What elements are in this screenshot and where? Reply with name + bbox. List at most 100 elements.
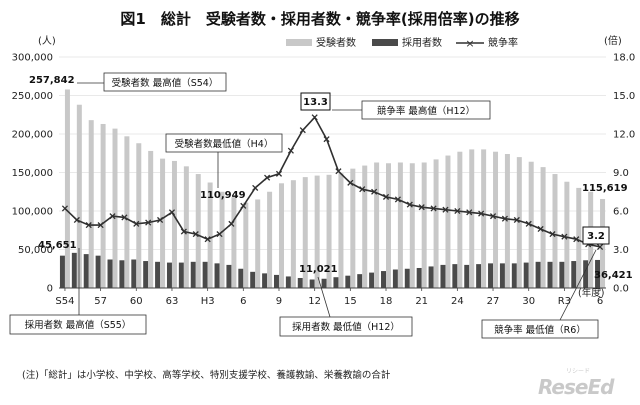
ratio-point [287, 147, 294, 154]
hired-max-label: 採用者数 最高値（S55） [25, 319, 132, 331]
hired-bar [297, 277, 303, 288]
applicants-bar [148, 150, 154, 288]
hired-bar [440, 264, 446, 288]
ratio-point [430, 205, 437, 212]
ratio-point [418, 204, 425, 211]
applicants-bar [350, 168, 356, 288]
applicants-bar [64, 89, 70, 288]
x-tick-label: 27 [487, 296, 500, 307]
hired-bar [238, 268, 244, 288]
ratio-point [85, 222, 92, 229]
hired-bar [369, 272, 375, 288]
applicants-bar [171, 160, 177, 288]
last-applicants-value: 115,619 [582, 183, 628, 194]
ratio-point [442, 206, 449, 213]
x-tick-label: 21 [415, 296, 428, 307]
applicants-bar [481, 149, 487, 288]
hired-bar [464, 264, 470, 288]
x-tick-label: 6 [240, 296, 246, 307]
hired-bar [107, 259, 113, 288]
x-tick-label: 60 [130, 296, 143, 307]
bars-layer [59, 89, 606, 289]
hired-bar [83, 254, 89, 288]
x-tick-label: 63 [166, 296, 179, 307]
applicants-bar [255, 199, 261, 288]
applicants-bar [469, 149, 475, 288]
applicants-bar [124, 136, 130, 288]
hired-bar [71, 252, 77, 288]
left-tick-label: 50,000 [18, 245, 53, 256]
ratio-point [180, 228, 187, 235]
applicants-bar [540, 167, 546, 288]
ratio-point [240, 202, 247, 209]
applicants-bar [76, 104, 82, 289]
ratio-point [228, 220, 235, 227]
ratio-point [121, 214, 128, 221]
ratio-point [394, 196, 401, 203]
left-tick-label: 200,000 [12, 130, 53, 141]
x-tick-label: 18 [380, 296, 393, 307]
applicants-min-value: 110,949 [200, 190, 246, 201]
hired-bar [155, 261, 161, 288]
applicants-min-label: 受験者数最低値（H4） [175, 138, 274, 150]
applicants-bar [314, 175, 320, 288]
right-tick-label: 6.0 [613, 207, 629, 218]
ratio-point [406, 201, 413, 208]
hired-min-label: 採用者数 最低値（H12） [292, 321, 400, 333]
hired-bar [511, 263, 517, 288]
hired-bar [333, 277, 339, 288]
hired-bar [262, 273, 268, 288]
applicants-bar [433, 159, 439, 288]
ratio-point [275, 170, 283, 177]
ratio-max-value-box [300, 92, 331, 111]
ratio-point [489, 213, 497, 220]
x-tick-label: 12 [308, 296, 321, 307]
hired-bar [452, 264, 458, 288]
ratio-min-leader [559, 249, 597, 321]
legend-label-hired: 採用者数 [402, 36, 442, 49]
hired-bar [571, 261, 577, 288]
left-tick-label: 150,000 [12, 168, 53, 179]
left-tick-label: 300,000 [12, 53, 53, 64]
footnote: (注)「総計」は小学校、中学校、高等学校、特別支援学校、養護教諭、栄養教諭の合計 [22, 370, 391, 381]
applicants-bar [243, 202, 249, 288]
legend-marker-ratio: × [465, 37, 474, 50]
legend: 受験者数 採用者数 × 競争率 [286, 36, 518, 50]
right-tick-label: 9.0 [613, 168, 629, 179]
ratio-point [561, 233, 568, 240]
hired-min-box [279, 316, 413, 337]
right-tick-label: 0.0 [613, 284, 629, 295]
applicants-bar [195, 174, 201, 288]
annotations: 257,842 受験者数 最高値（S54） 45,651 採用者数 最高値（S5… [9, 72, 633, 339]
ratio-point [168, 209, 176, 216]
chart-title: 図1 総計 受験者数・採用者数・競争率(採用倍率)の推移 [120, 10, 519, 28]
hired-bar [523, 262, 529, 288]
applicants-bar [457, 151, 463, 288]
hired-bar [250, 271, 256, 288]
ratio-min-value-box [582, 226, 610, 245]
hired-bar [214, 263, 220, 288]
ratio-point [335, 168, 342, 175]
applicants-bar [409, 163, 415, 288]
applicants-bar [326, 174, 332, 288]
hired-bar [499, 263, 505, 288]
x-axis-unit: (年度) [578, 287, 604, 299]
hired-bar [321, 278, 327, 288]
ratio-point [466, 209, 473, 216]
applicants-bar [374, 162, 380, 288]
hired-bar [59, 255, 65, 288]
last-hired-value: 36,421 [594, 270, 633, 281]
hired-bar [285, 276, 291, 288]
applicants-bar [100, 123, 106, 289]
applicants-bar [112, 128, 118, 288]
ratio-point [145, 219, 152, 226]
hired-bar [178, 262, 184, 288]
ratio-max-value: 13.3 [303, 97, 328, 108]
applicants-min-box [165, 133, 283, 153]
hired-bar [595, 259, 601, 288]
applicants-bar [576, 187, 582, 288]
hired-bar [95, 255, 101, 288]
hired-bar [166, 262, 172, 288]
x-tick-label: 15 [344, 296, 357, 307]
